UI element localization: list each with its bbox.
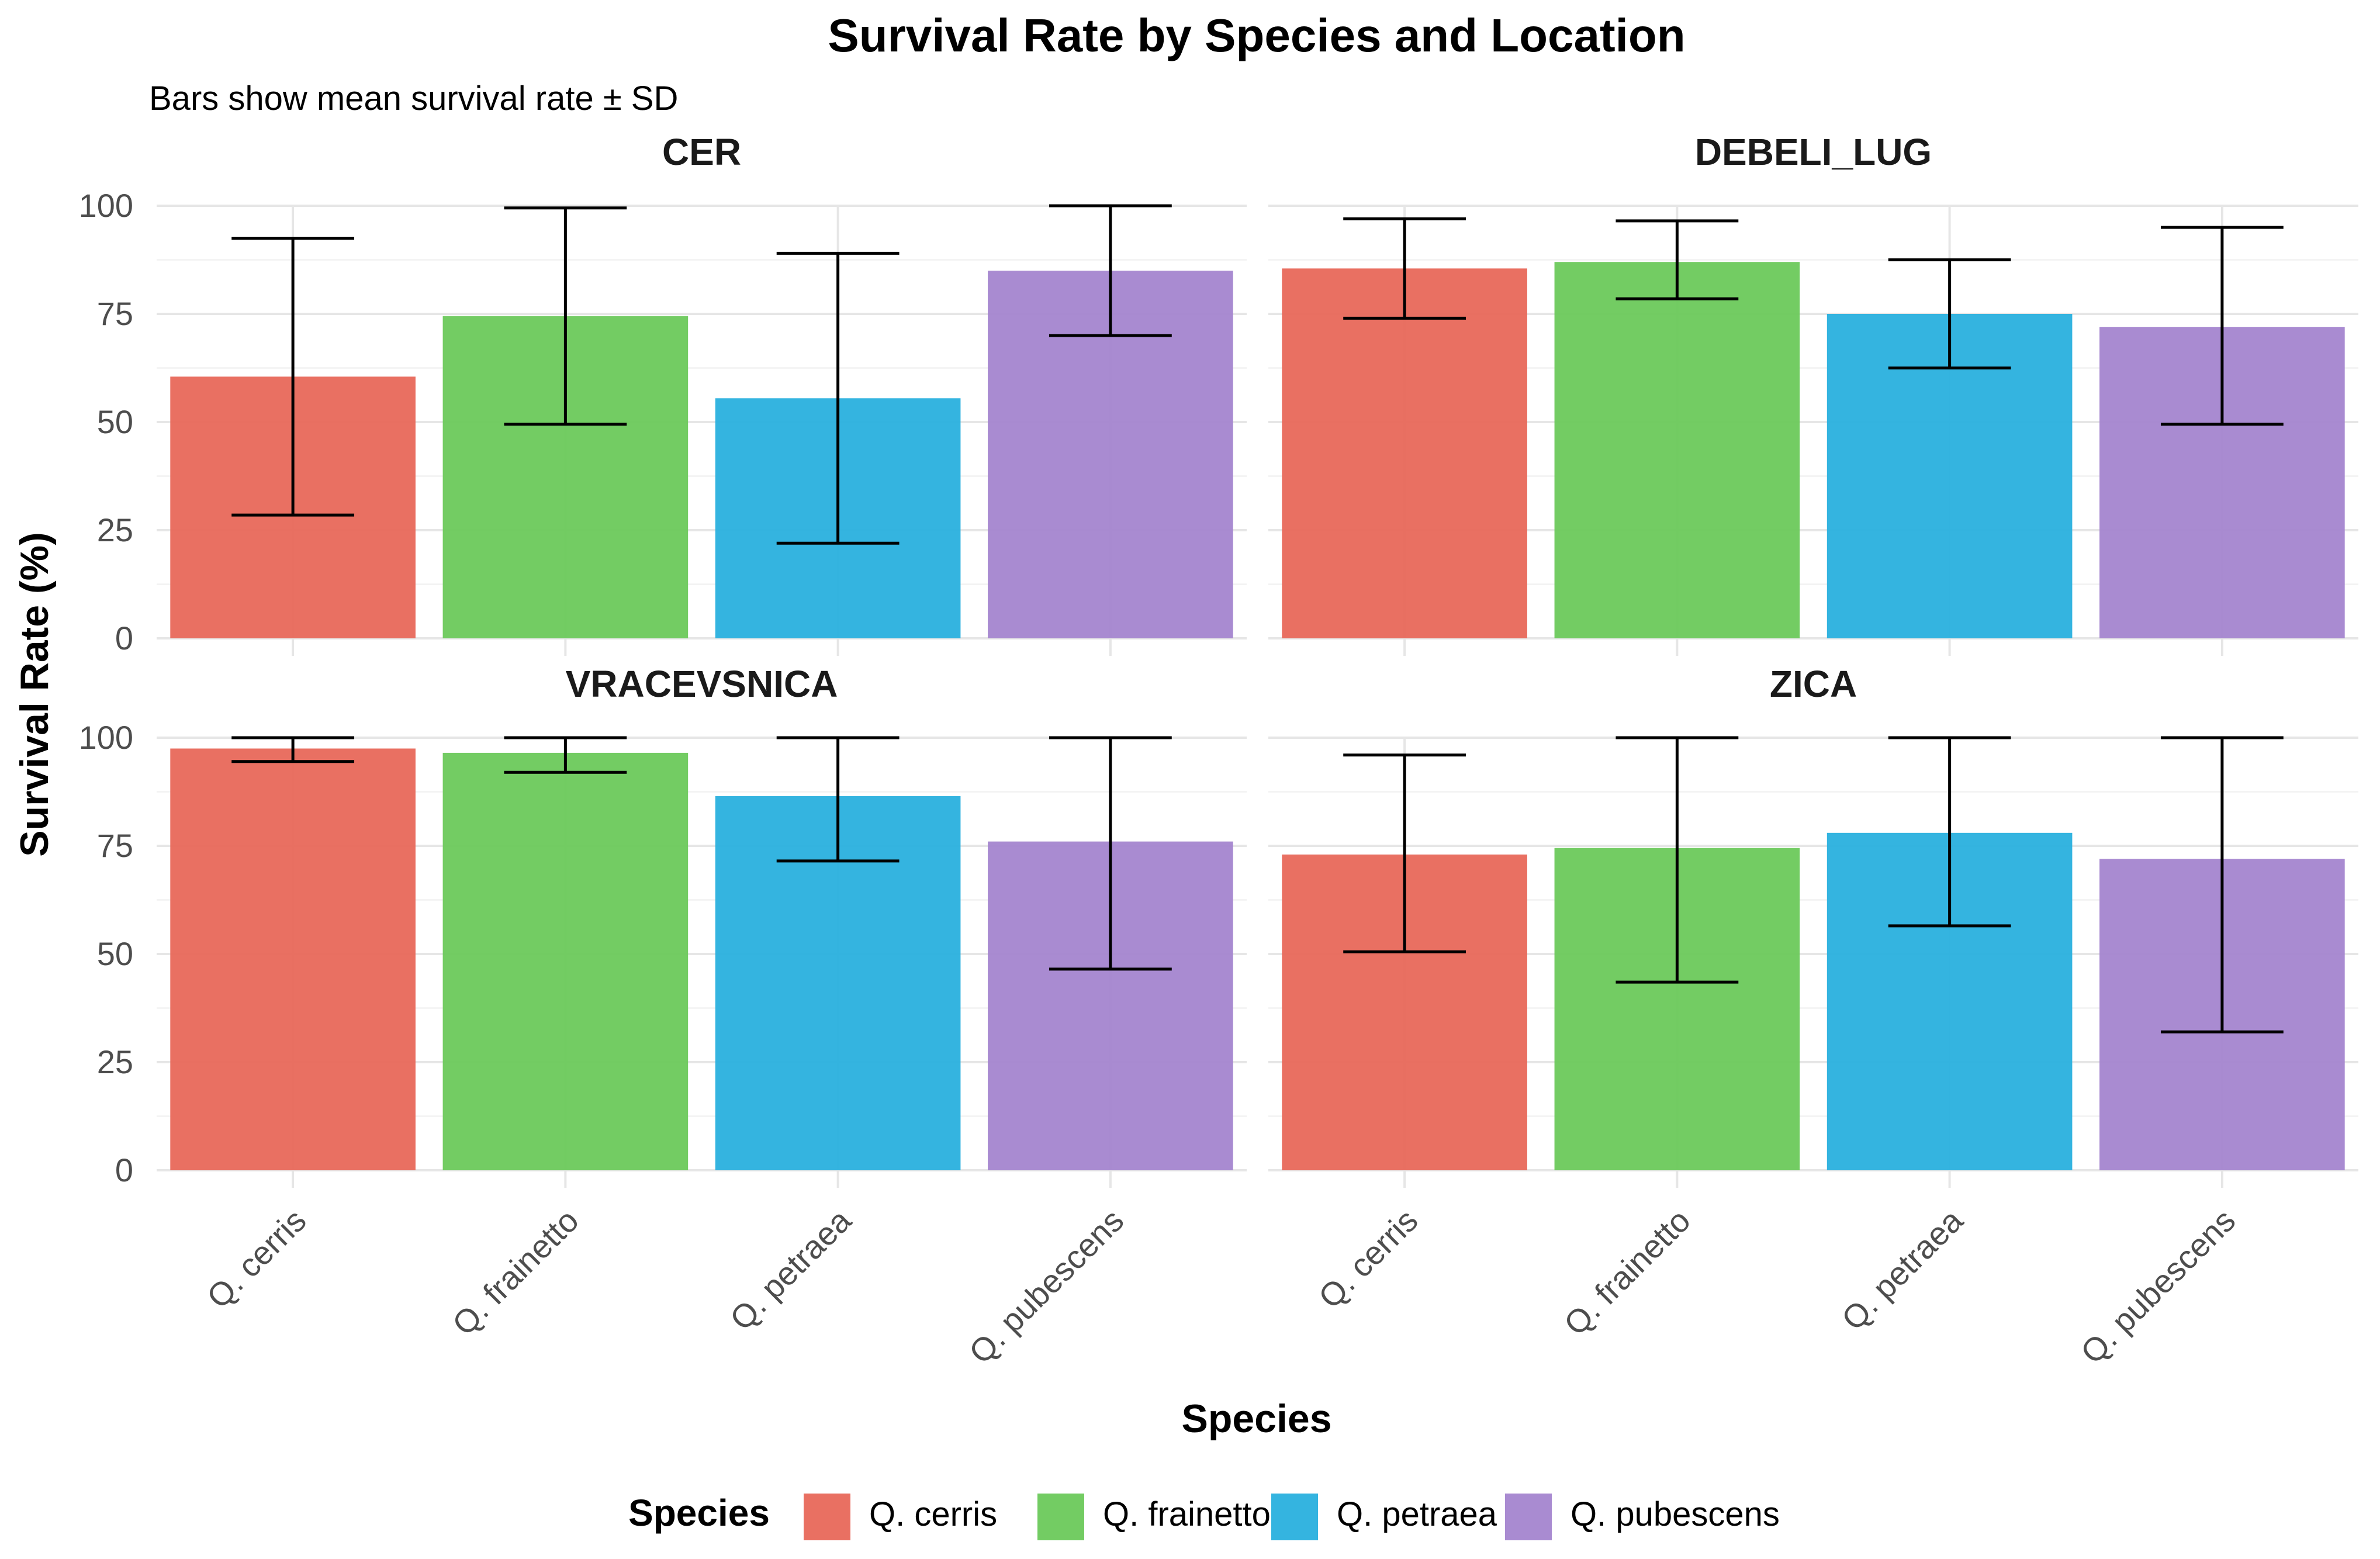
error-bar — [231, 736, 355, 763]
legend-label: Q. petraea — [1337, 1495, 1497, 1533]
y-tick-label: 50 — [97, 935, 133, 972]
facet-panel: ZICA Q. cerris Q. frainetto Q. petraea Q. pu… — [1268, 663, 2358, 1371]
bar — [1554, 262, 1800, 638]
error-bar — [2160, 226, 2284, 426]
error-bar — [1049, 736, 1172, 971]
x-axis-title: Species — [1181, 1396, 1331, 1441]
facet-label: ZICA — [1770, 663, 1857, 705]
facet-panels: CER 0 25 50 75 100 DEBELI_LUG VRACEVSNICA 0 25 50 7… — [79, 131, 2358, 1371]
y-axis-title: Survival Rate (%) — [12, 532, 57, 857]
y-tick-label: 25 — [97, 1043, 133, 1080]
error-bar — [1888, 736, 2011, 928]
legend-swatch — [1037, 1494, 1084, 1540]
facet-panel: CER 0 25 50 75 100 — [79, 131, 1247, 656]
y-tick-label: 25 — [97, 511, 133, 548]
legend-label: Q. pubescens — [1570, 1495, 1780, 1533]
error-bar — [1616, 736, 1739, 984]
x-tick-label: Q. petraea — [722, 1201, 858, 1337]
y-tick-label: 75 — [97, 295, 133, 332]
error-bar — [504, 206, 627, 426]
error-bar — [1616, 219, 1739, 300]
facet-label: CER — [662, 131, 741, 173]
facet-panel: VRACEVSNICA 0 25 50 75 100 Q. cerris Q. frainet… — [79, 663, 1247, 1371]
x-tick-label: Q. petraea — [1834, 1201, 1970, 1337]
facet-label: DEBELI_LUG — [1695, 131, 1932, 173]
x-tick-label: Q. cerris — [1311, 1202, 1424, 1315]
bar — [442, 752, 689, 1170]
error-bar — [2160, 736, 2284, 1033]
y-tick-label: 100 — [79, 187, 133, 224]
legend-swatch — [1271, 1494, 1318, 1540]
x-tick-label: Q. frainetto — [1556, 1202, 1697, 1342]
y-tick-label: 75 — [97, 827, 133, 864]
error-bar — [1049, 204, 1172, 337]
legend: Species Q. cerris Q. frainetto Q. petraea Q.… — [628, 1492, 1780, 1540]
x-tick-label: Q. pubescens — [961, 1202, 1130, 1371]
chart-subtitle: Bars show mean survival rate ± SD — [149, 79, 678, 117]
legend-item: Q. cerris — [804, 1494, 997, 1540]
error-bar — [504, 736, 627, 774]
legend-label: Q. frainetto — [1103, 1495, 1271, 1533]
x-tick-label: Q. cerris — [199, 1202, 313, 1315]
error-bar — [231, 237, 355, 517]
bar — [170, 748, 416, 1170]
legend-swatch — [804, 1494, 850, 1540]
y-tick-label: 0 — [115, 1152, 133, 1188]
error-bar — [776, 251, 900, 545]
legend-item: Q. petraea — [1271, 1494, 1497, 1540]
legend-item: Q. frainetto — [1037, 1494, 1271, 1540]
chart-title: Survival Rate by Species and Location — [828, 9, 1685, 61]
bar — [1282, 268, 1527, 638]
facet-label: VRACEVSNICA — [566, 663, 838, 705]
legend-swatch — [1505, 1494, 1552, 1540]
facet-panel: DEBELI_LUG — [1268, 131, 2358, 656]
x-tick-label: Q. frainetto — [445, 1202, 585, 1342]
error-bar — [1888, 258, 2011, 369]
error-bar — [1343, 217, 1466, 320]
legend-label: Q. cerris — [869, 1495, 997, 1533]
legend-item: Q. pubescens — [1505, 1494, 1780, 1540]
y-tick-label: 50 — [97, 403, 133, 440]
error-bar — [1343, 753, 1466, 953]
y-tick-label: 0 — [115, 620, 133, 656]
y-tick-label: 100 — [79, 719, 133, 756]
legend-title: Species — [628, 1492, 770, 1534]
error-bar — [776, 736, 900, 863]
x-tick-label: Q. pubescens — [2073, 1202, 2242, 1371]
